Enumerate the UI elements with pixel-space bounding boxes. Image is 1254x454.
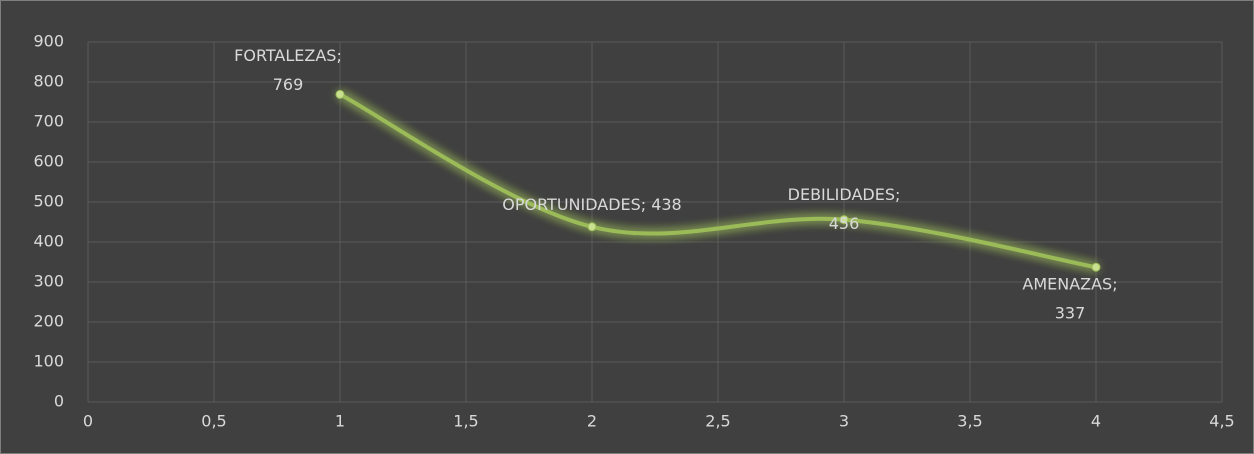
data-point (839, 215, 849, 225)
y-tick-label: 0 (54, 392, 64, 411)
y-tick-label: 800 (33, 72, 64, 91)
data-point (335, 89, 345, 99)
data-label-name: FORTALEZAS; (234, 46, 342, 65)
data-point (1091, 262, 1101, 272)
x-tick-label: 4,5 (1209, 412, 1234, 431)
data-label-name: AMENAZAS; (1022, 275, 1117, 294)
x-tick-label: 1 (335, 412, 345, 431)
x-tick-label: 1,5 (453, 412, 478, 431)
y-tick-label: 600 (33, 152, 64, 171)
y-tick-label: 100 (33, 352, 64, 371)
data-label-value: 337 (1055, 304, 1086, 323)
data-label-name: OPORTUNIDADES; (502, 194, 646, 213)
x-tick-label: 3 (839, 412, 849, 431)
series-line (338, 92, 1098, 270)
y-tick-label: 300 (33, 272, 64, 291)
x-tick-label: 2 (587, 412, 597, 431)
x-tick-label: 0 (83, 412, 93, 431)
y-tick-label: 500 (33, 192, 64, 211)
y-tick-label: 200 (33, 312, 64, 331)
data-point (587, 222, 597, 232)
x-tick-label: 2,5 (705, 412, 730, 431)
y-tick-label: 700 (33, 112, 64, 131)
y-tick-label: 400 (33, 232, 64, 251)
y-tick-label: 900 (33, 32, 64, 51)
data-label-value: 769 (273, 75, 304, 94)
x-tick-label: 4 (1091, 412, 1101, 431)
x-tick-label: 3,5 (957, 412, 982, 431)
data-label-name: DEBILIDADES; (788, 185, 901, 204)
data-label: OPORTUNIDADES; 438 (502, 194, 681, 213)
data-label-value: 456 (829, 214, 860, 233)
data-label-value: 438 (651, 194, 682, 213)
x-tick-label: 0,5 (201, 412, 226, 431)
